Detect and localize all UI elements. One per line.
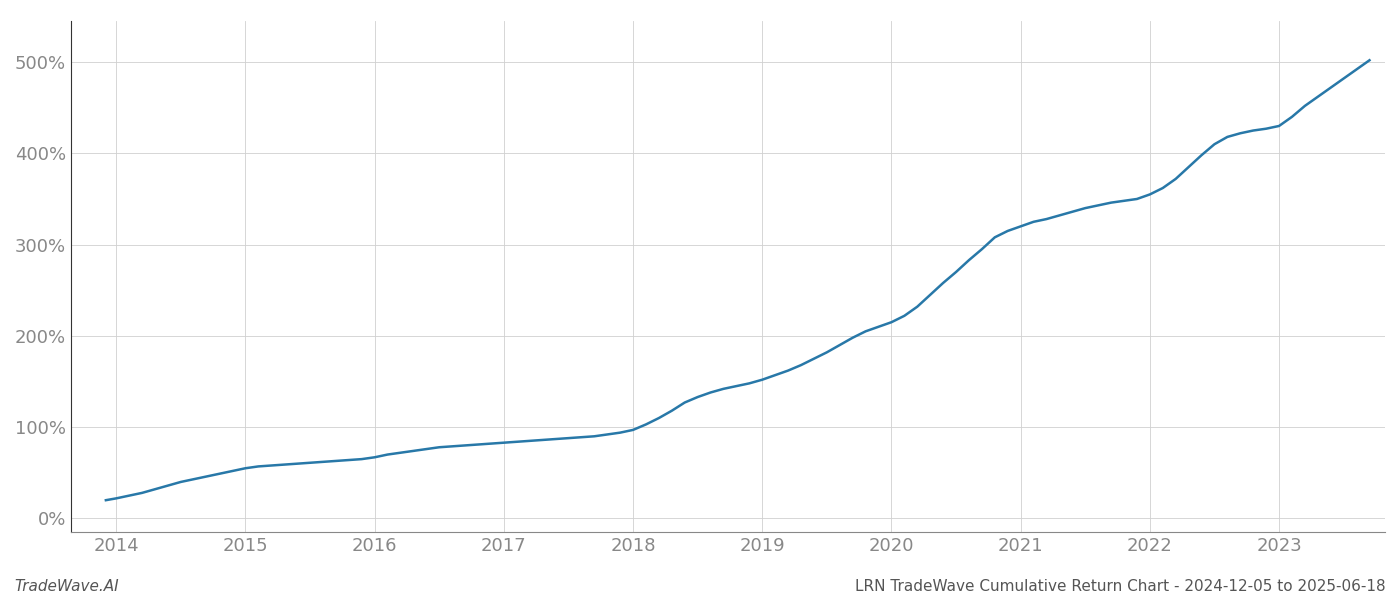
Text: LRN TradeWave Cumulative Return Chart - 2024-12-05 to 2025-06-18: LRN TradeWave Cumulative Return Chart - …: [855, 579, 1386, 594]
Text: TradeWave.AI: TradeWave.AI: [14, 579, 119, 594]
